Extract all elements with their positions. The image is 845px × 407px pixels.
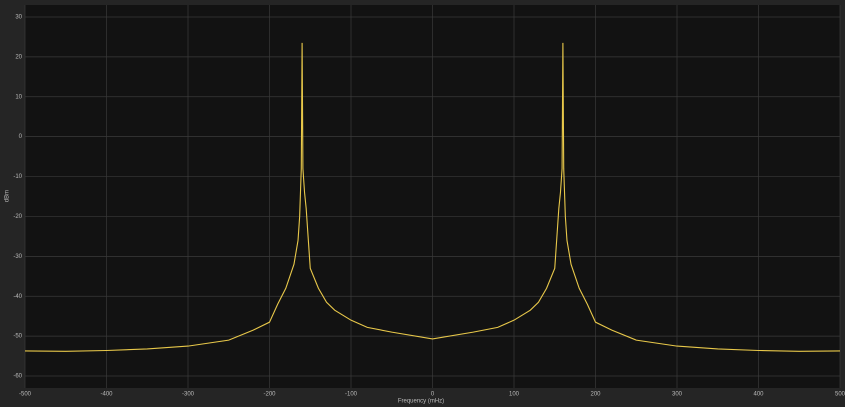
x-tick-label: 400 <box>753 392 764 398</box>
y-axis-label: dBm <box>5 190 11 202</box>
x-tick-label: 200 <box>590 392 601 398</box>
x-tick-label: -400 <box>100 392 113 398</box>
x-tick-label: -200 <box>263 392 276 398</box>
x-tick-label: 0 <box>431 392 435 398</box>
y-tick-label: -50 <box>13 334 22 340</box>
line <box>24 42 841 352</box>
x-tick-label: -500 <box>19 392 32 398</box>
x-tick-label: -300 <box>182 392 195 398</box>
y-tick-label: 20 <box>15 54 22 60</box>
y-tick-label: -60 <box>13 374 22 380</box>
y-tick-label: 10 <box>15 94 22 100</box>
x-axis-label: Frequency (mHz) <box>398 399 444 405</box>
x-tick-label: 100 <box>509 392 520 398</box>
y-tick-label: 0 <box>19 134 23 140</box>
y-tick-label: -30 <box>13 254 22 260</box>
x-tick-label: 300 <box>672 392 683 398</box>
x-tick-label: 500 <box>835 392 845 398</box>
y-tick-label: 30 <box>15 15 22 21</box>
x-tick-label: -100 <box>345 392 358 398</box>
y-tick-label: -10 <box>13 174 22 180</box>
y-tick-label: -20 <box>13 214 22 220</box>
y-tick-label: -40 <box>13 294 22 300</box>
